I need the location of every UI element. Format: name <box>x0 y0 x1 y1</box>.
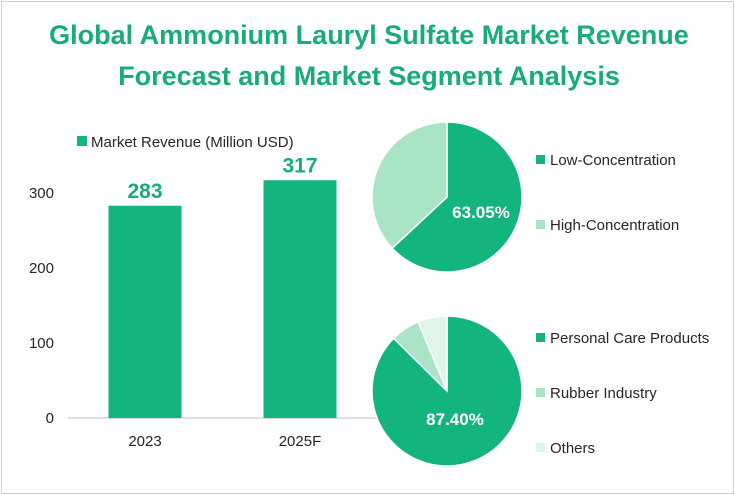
legend-swatch <box>536 155 545 164</box>
pie-application: 87.40% <box>371 315 523 467</box>
bar-legend-swatch <box>77 136 87 146</box>
legend-label: Rubber Industry <box>550 385 657 402</box>
bar-value-label: 317 <box>282 154 317 177</box>
x-tick-label: 2023 <box>128 433 161 450</box>
legend-swatch <box>536 443 545 452</box>
y-tick-label: 100 <box>29 335 54 352</box>
bar-2025F <box>263 180 337 418</box>
pie-legends: Low-Concentration High-Concentration Perso… <box>536 152 709 457</box>
legend-label: Others <box>550 440 595 457</box>
bar-2023 <box>108 205 182 418</box>
chart-title-line-2: Forecast and Market Segment Analysis <box>118 61 620 91</box>
y-tick-label: 300 <box>29 185 54 202</box>
pie-data-label: 63.05% <box>452 203 510 222</box>
bar-legend-label: Market Revenue (Million USD) <box>91 134 294 151</box>
legend-label: Low-Concentration <box>550 152 676 169</box>
y-tick-label: 0 <box>46 410 54 427</box>
pie-slice-others <box>417 315 448 392</box>
pie-slice-low-concentration <box>391 121 523 273</box>
pie-slice-high-concentration <box>371 121 448 250</box>
chart-title-line-1: Global Ammonium Lauryl Sulfate Market Re… <box>49 20 689 50</box>
legend-label: High-Concentration <box>550 217 679 234</box>
legend-swatch <box>536 388 545 397</box>
y-tick-label: 200 <box>29 260 54 277</box>
pie-data-label: 87.40% <box>426 410 484 429</box>
legend-label: Personal Care Products <box>550 330 709 347</box>
y-axis-ticks: 0 100 200 300 <box>29 185 54 427</box>
pie-concentration: 63.05% <box>371 121 523 273</box>
bar-series: 283 2023 317 2025F <box>108 154 337 450</box>
legend-swatch <box>536 333 545 342</box>
legend-swatch <box>536 220 545 229</box>
x-tick-label: 2025F <box>279 433 322 450</box>
bar-value-label: 283 <box>127 180 162 203</box>
